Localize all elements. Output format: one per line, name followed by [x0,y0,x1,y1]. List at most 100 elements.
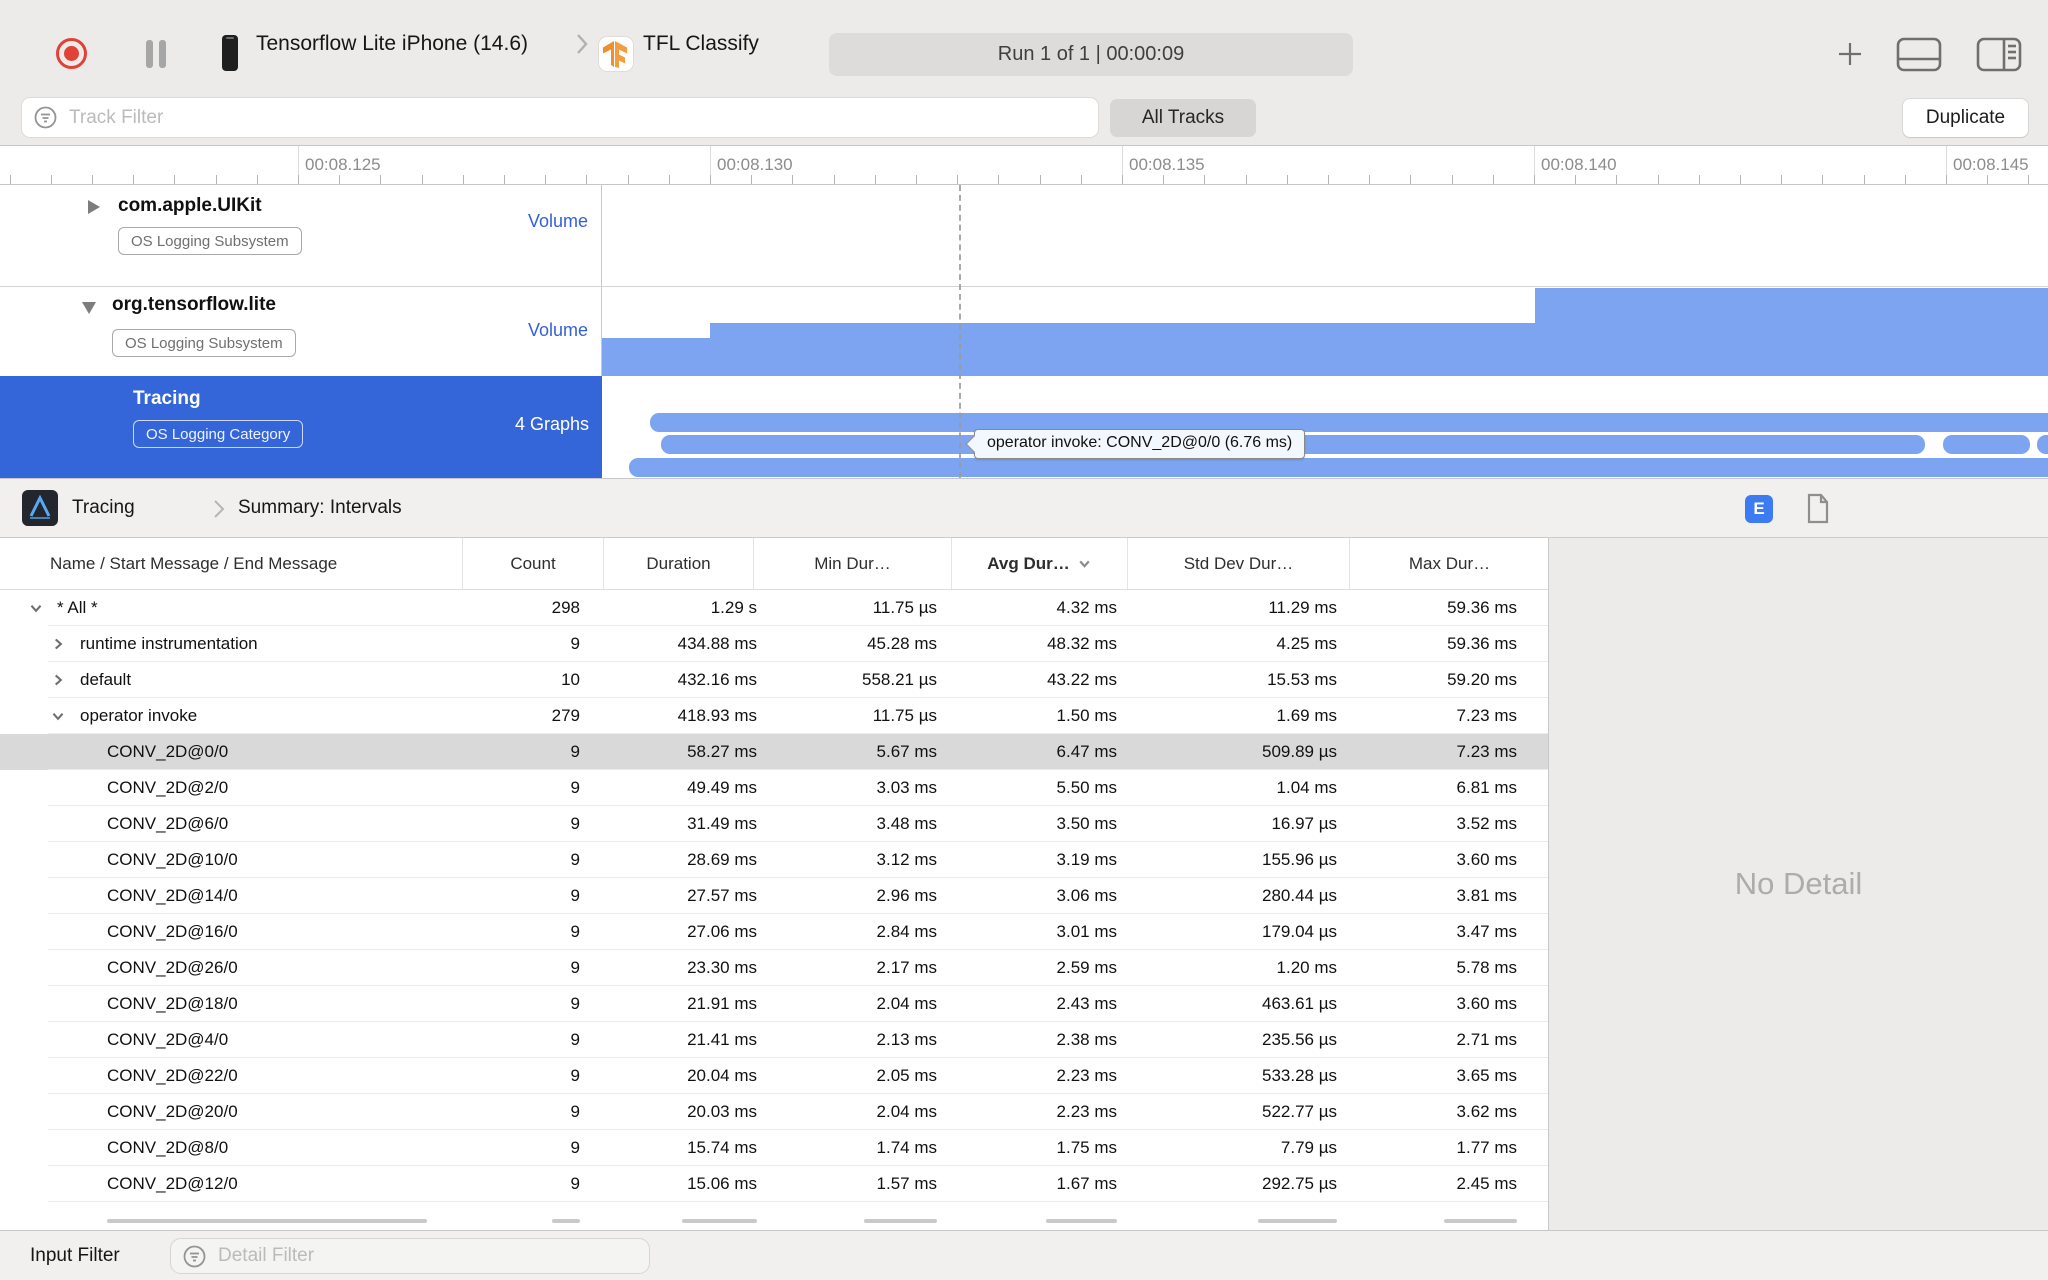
run-info[interactable]: Run 1 of 1 | 00:00:09 [829,33,1353,76]
duplicate-button[interactable]: Duplicate [1903,99,2028,137]
row-value: 9 [570,1030,580,1049]
row-value: 11.75 µs [872,706,937,725]
table-row[interactable]: CONV_2D@0/0 9 58.27 ms 5.67 ms 6.47 ms 509.89… [0,734,1548,770]
row-name: CONV_2D@16/0 [107,922,238,941]
disclosure-expanded-icon[interactable] [82,302,96,314]
row-value: 1.50 ms [1056,706,1117,725]
detail-filter-field[interactable] [216,1244,649,1268]
table-row[interactable]: CONV_2D@8/0 9 15.74 ms 1.74 ms 1.75 ms 7.79 µ… [0,1130,1548,1166]
table-row[interactable]: CONV_2D@16/0 9 27.06 ms 2.84 ms 3.01 ms 179.0… [0,914,1548,950]
table-row[interactable]: CONV_2D@10/0 9 28.69 ms 3.12 ms 3.19 ms 155.9… [0,842,1548,878]
column-header[interactable]: Std Dev Dur… [1127,538,1349,589]
row-value: 16.97 µs [1271,814,1337,833]
volume-step[interactable] [1535,288,2048,376]
detail-filter-input[interactable] [170,1238,650,1274]
row-value: 9 [570,814,580,833]
row-value: 59.36 ms [1447,598,1517,617]
table-row[interactable]: CONV_2D@4/0 9 21.41 ms 2.13 ms 2.38 ms 235.56… [0,1022,1548,1058]
row-value: 292.75 µs [1261,1174,1337,1193]
table-row[interactable]: CONV_2D@14/0 9 27.57 ms 2.96 ms 3.06 ms 280.4… [0,878,1548,914]
table-row[interactable]: CONV_2D@22/0 9 20.04 ms 2.05 ms 2.23 ms 533.2… [0,1058,1548,1094]
table-header: Name / Start Message / End Message Count D… [0,538,1549,590]
row-value: 558.21 µs [861,670,937,689]
column-header[interactable]: Max Dur… [1349,538,1549,589]
iphone-icon [222,35,238,71]
track-com-apple-uikit[interactable]: com.apple.UIKit OS Logging Subsystem Vol… [0,185,2048,287]
interval-bar[interactable] [2037,435,2048,454]
uikit-volume-graph[interactable] [602,185,2048,286]
column-header[interactable]: Duration [603,538,753,589]
row-value: 2.38 ms [1056,1030,1117,1049]
table-row[interactable]: CONV_2D@2/0 9 49.49 ms 3.03 ms 5.50 ms 1.04 m… [0,770,1548,806]
chevron-down-icon[interactable] [28,600,44,616]
column-header[interactable]: Name / Start Message / End Message [50,554,338,573]
toolbar: Tensorflow Lite iPhone (14.6) TFL Classi… [0,0,2048,145]
row-value: 280.44 µs [1261,886,1337,905]
row-value: 59.36 ms [1447,634,1517,653]
device-name[interactable]: Tensorflow Lite iPhone (14.6) [256,32,528,55]
track-filter-field[interactable] [67,105,1098,130]
no-detail-placeholder: No Detail [1734,866,1863,901]
tensorflow-volume-graph[interactable] [602,287,2048,376]
row-value: 2.17 ms [876,958,937,977]
column-header[interactable]: Avg Dur… [951,538,1127,589]
row-value: 9 [570,742,580,761]
row-value: 3.47 ms [1456,922,1517,941]
table-row[interactable]: CONV_2D@6/0 9 31.49 ms 3.48 ms 3.50 ms 16.97 … [0,806,1548,842]
filter-icon [34,106,57,129]
row-value: 2.45 ms [1456,1174,1517,1193]
table-row[interactable]: operator invoke 279 418.93 ms 11.75 µs 1.50 … [0,698,1548,734]
table-row[interactable]: CONV_2D@12/0 9 15.06 ms 1.57 ms 1.67 ms 292.7… [0,1166,1548,1202]
disclosure-collapsed-icon[interactable] [88,200,100,214]
row-value: 179.04 µs [1261,922,1337,941]
toggle-right-pane-button[interactable] [1976,37,2022,72]
tracing-intervals-graph[interactable] [602,376,2048,478]
row-value: 3.50 ms [1056,814,1117,833]
track-org-tensorflow-lite[interactable]: org.tensorflow.lite OS Logging Subsystem… [0,287,2048,376]
toggle-bottom-pane-button[interactable] [1896,37,1942,72]
volume-step[interactable] [602,338,710,376]
table-row[interactable]: default 10 432.16 ms 558.21 µs 43.22 ms 15.53… [0,662,1548,698]
row-value: 9 [570,1102,580,1121]
row-value: 20.03 ms [687,1102,757,1121]
ruler-timestamp: 00:08.125 [305,155,381,174]
table-row[interactable]: runtime instrumentation 9 434.88 ms 45.28 m… [0,626,1548,662]
column-header[interactable]: Min Dur… [753,538,951,589]
table-row[interactable]: CONV_2D@18/0 9 21.91 ms 2.04 ms 2.43 ms 463.6… [0,986,1548,1022]
interval-bar[interactable] [629,458,2048,477]
input-filter-label[interactable]: Input Filter [30,1245,120,1266]
row-value: 21.91 ms [687,994,757,1013]
row-value: 5.78 ms [1456,958,1517,977]
track-tracing[interactable]: Tracing OS Logging Category 4 Graphs [0,376,2048,478]
chevron-right-icon[interactable] [50,672,66,688]
record-button[interactable] [56,38,87,69]
row-name: CONV_2D@6/0 [107,814,229,833]
breadcrumb-page[interactable]: Summary: Intervals [238,497,402,518]
pause-button[interactable] [146,40,168,68]
row-name: CONV_2D@0/0 [107,742,229,761]
row-value: 1.67 ms [1056,1174,1117,1193]
instrument-document-icon [22,490,58,526]
table-row[interactable]: * All * 298 1.29 s 11.75 µs 4.32 ms 11.29 ms 5… [0,590,1548,626]
interval-bar[interactable] [650,413,2048,432]
e-badge[interactable]: E [1745,495,1773,523]
row-value: 3.01 ms [1056,922,1117,941]
app-name[interactable]: TFL Classify [643,32,759,55]
interval-bar[interactable] [1943,435,2030,454]
table-row[interactable]: CONV_2D@26/0 9 23.30 ms 2.17 ms 2.59 ms 1.20 … [0,950,1548,986]
chevron-right-icon[interactable] [50,636,66,652]
track-filter-input[interactable] [21,97,1099,138]
add-instrument-button[interactable] [1836,40,1864,68]
timeline-ruler[interactable]: 00:08.125 00:08.130 00:08.135 00:08.140 00:0… [0,145,2048,185]
chevron-down-icon[interactable] [50,708,66,724]
column-header[interactable]: Count [462,538,603,589]
table-row[interactable]: CONV_2D@20/0 9 20.03 ms 2.04 ms 2.23 ms 522.7… [0,1094,1548,1130]
document-icon[interactable] [1806,493,1830,524]
all-tracks-button[interactable]: All Tracks [1110,99,1256,137]
breadcrumb-tool[interactable]: Tracing [72,497,135,518]
playhead-line[interactable] [959,185,961,478]
row-value: 3.48 ms [876,814,937,833]
track-badge: OS Logging Category [133,420,304,448]
row-value: 235.56 µs [1261,1030,1337,1049]
volume-step[interactable] [710,323,1535,376]
